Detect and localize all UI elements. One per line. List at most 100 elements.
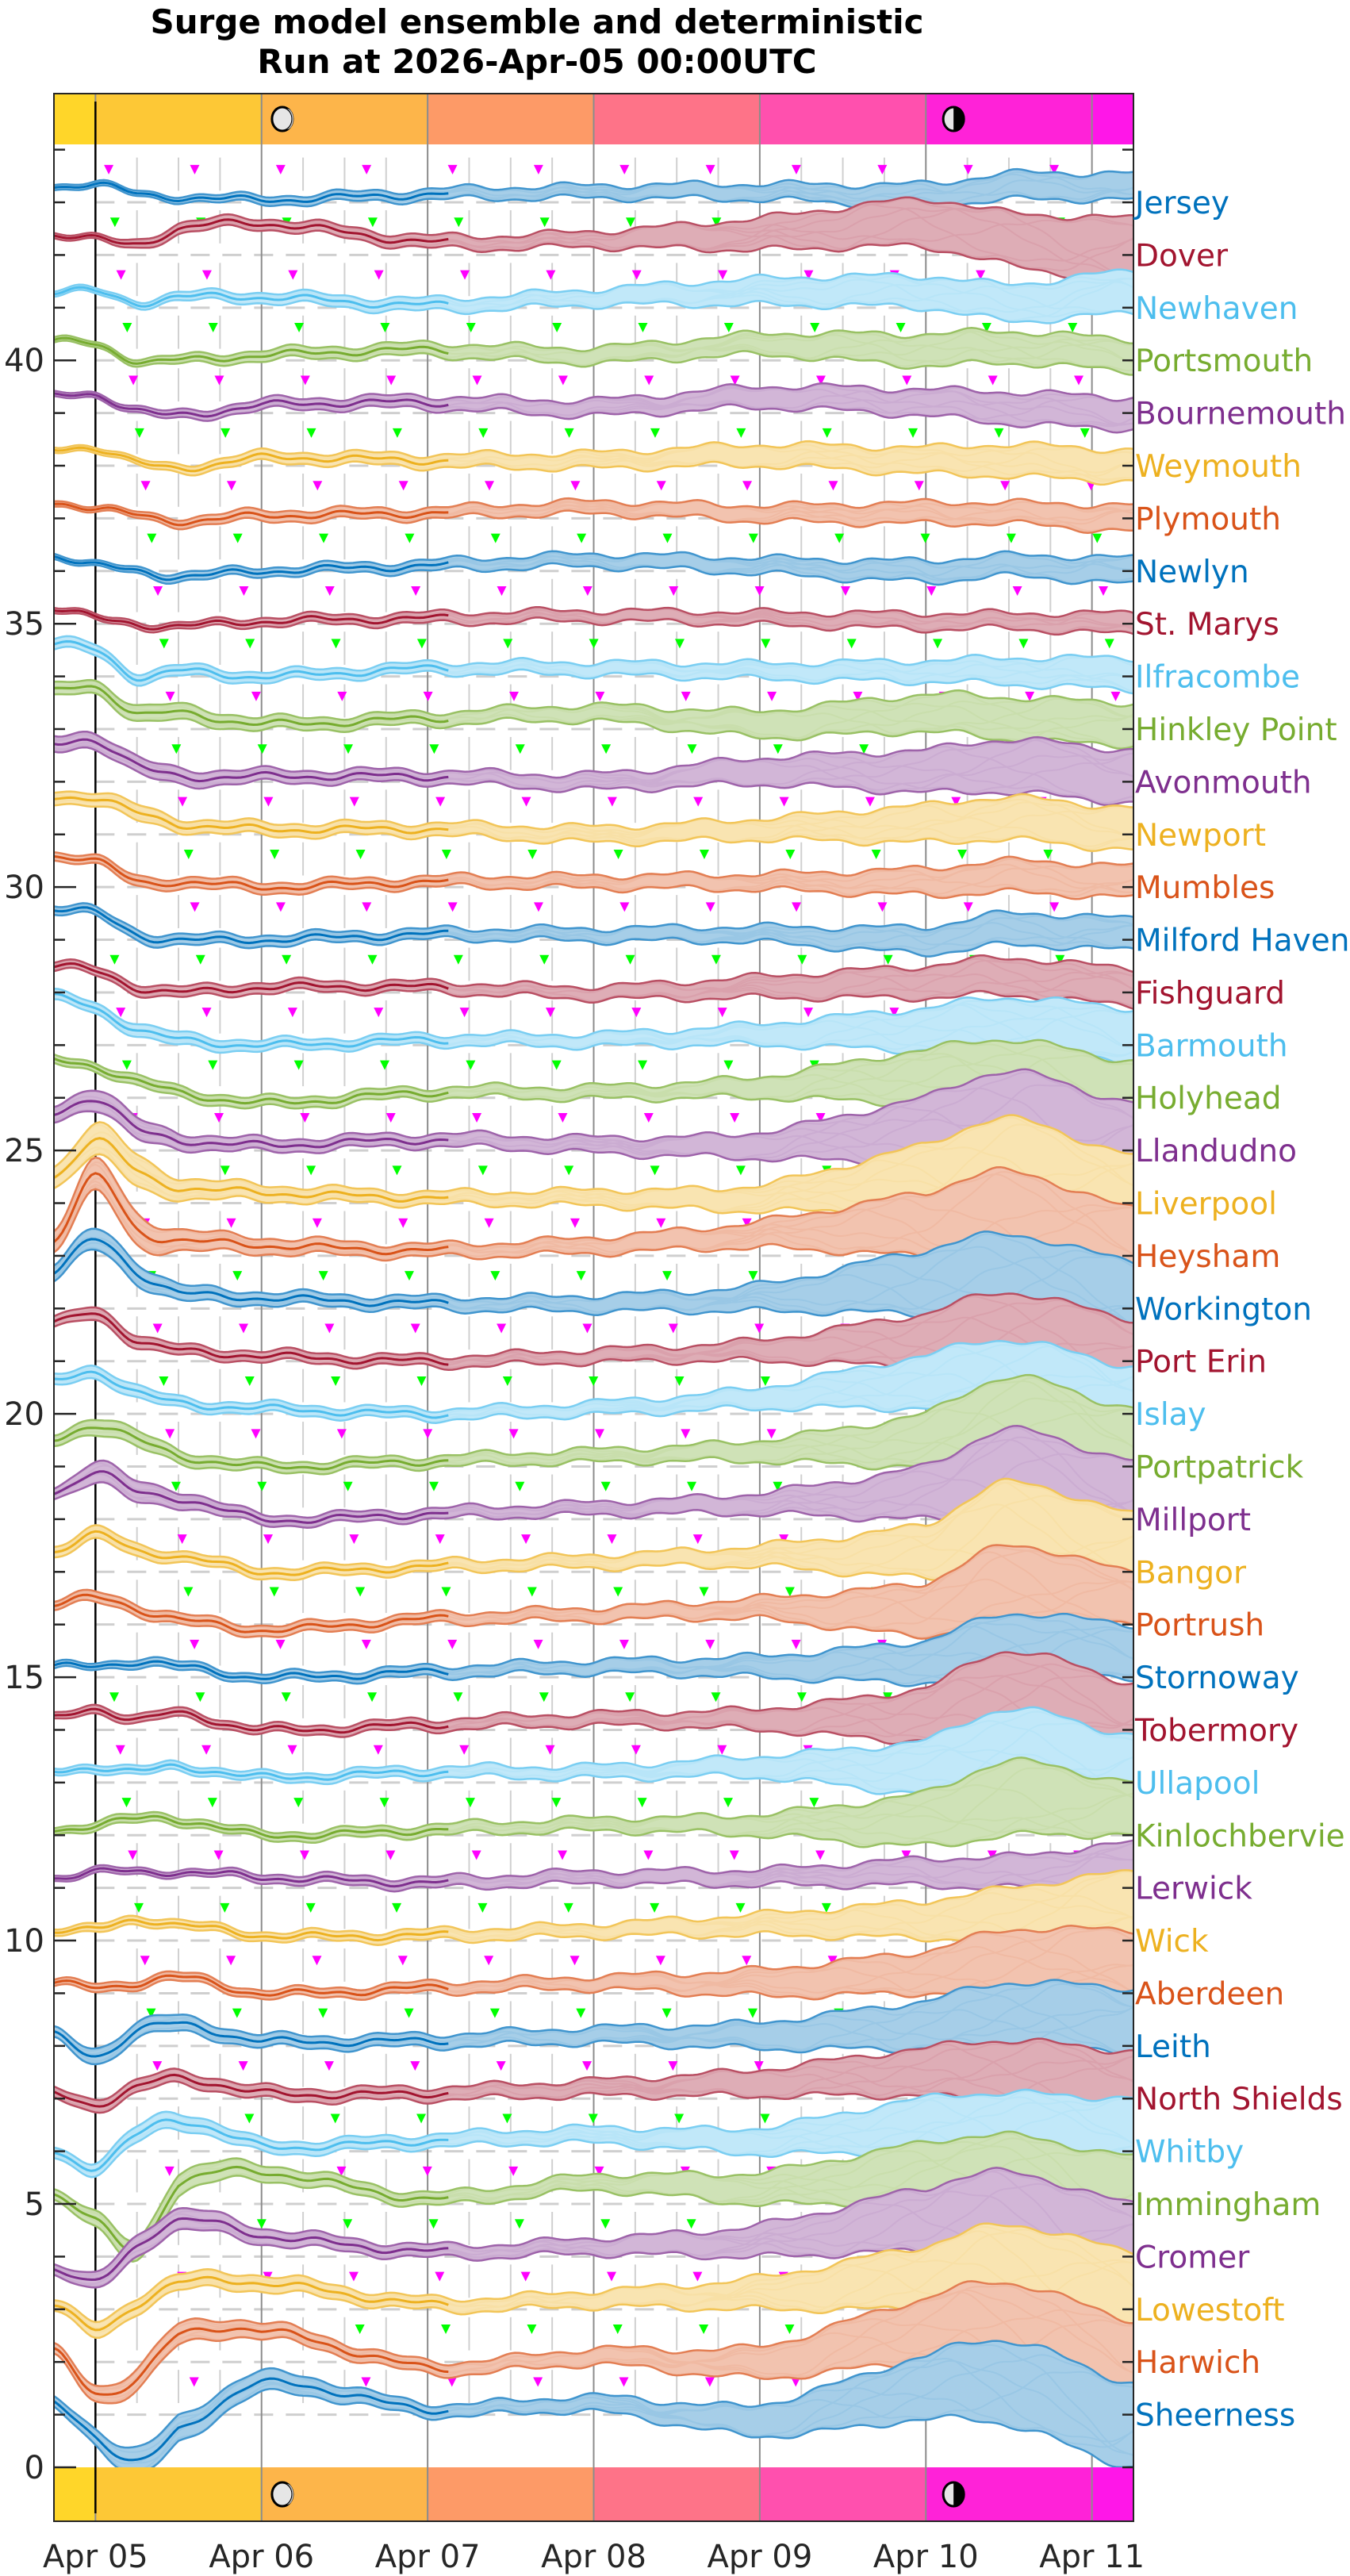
tide-marker-icon (521, 797, 531, 807)
tide-marker-icon (349, 1534, 359, 1545)
tide-marker-icon (104, 164, 114, 175)
station-series-lerwick (54, 1839, 1133, 1893)
tide-marker-icon (392, 428, 402, 438)
tide-marker-icon (435, 2271, 445, 2282)
deterministic-line (54, 218, 449, 245)
tide-marker-icon (723, 1060, 734, 1070)
tide-marker-icon (693, 797, 704, 807)
ensemble-member-line (54, 1481, 1133, 1577)
tide-marker-icon (735, 1902, 746, 1913)
tide-marker-icon (588, 2113, 598, 2124)
tide-marker-icon (600, 2219, 611, 2229)
ensemble-member-line (54, 958, 1133, 1003)
tide-marker-icon (374, 1008, 384, 1018)
tide-marker-icon (558, 375, 568, 386)
station-label: Wick (1135, 1924, 1209, 1960)
tide-marker-icon (447, 2377, 457, 2387)
tide-marker-icon (441, 1587, 451, 1597)
ensemble-upper-line (54, 2340, 1133, 2449)
tide-marker-icon (1068, 323, 1078, 333)
y-tick-label: 40 (4, 343, 44, 379)
tide-marker-icon (348, 2271, 359, 2282)
tide-marker-icon (514, 2219, 524, 2229)
deterministic-line (54, 2217, 449, 2282)
station-series-milford-haven (54, 902, 1133, 958)
tide-marker-icon (214, 1112, 224, 1123)
deterministic-line (54, 1100, 449, 1149)
deterministic-line (54, 446, 449, 473)
tide-marker-icon (896, 323, 906, 333)
station-label: Portpatrick (1135, 1450, 1304, 1486)
tide-marker-icon (159, 639, 169, 649)
tide-marker-icon (784, 2325, 795, 2335)
tide-marker-icon (478, 428, 489, 438)
station-label: Tobermory (1134, 1713, 1298, 1749)
ensemble-upper-line (54, 327, 1133, 362)
ensemble-upper-line (54, 2167, 1133, 2274)
tide-marker-icon (656, 1218, 666, 1228)
tide-marker-icon (699, 849, 709, 859)
tide-marker-icon (305, 1902, 316, 1913)
ensemble-lower-line (54, 394, 1133, 434)
tide-marker-icon (803, 1008, 814, 1018)
tide-marker-icon (343, 2219, 353, 2229)
tide-marker-icon (747, 2008, 757, 2018)
ensemble-lower-line (54, 2387, 1133, 2467)
tide-marker-icon (263, 797, 274, 807)
tide-marker-icon (551, 1060, 562, 1070)
tide-marker-icon (422, 2166, 432, 2176)
station-label: Avonmouth (1135, 765, 1312, 800)
moon-shadow (286, 2484, 293, 2505)
ensemble-lower-line (54, 224, 1133, 280)
tide-marker-icon (239, 1323, 249, 1334)
ensemble-lower-line (54, 645, 1133, 695)
tide-marker-icon (729, 1850, 739, 1860)
tide-marker-icon (331, 1376, 341, 1386)
station-label: Plymouth (1135, 501, 1281, 537)
tide-marker-icon (362, 902, 372, 912)
x-tick-label: Apr 11 (1039, 2539, 1145, 2575)
tide-marker-icon (367, 1692, 378, 1703)
ensemble-upper-line (54, 850, 1133, 885)
y-tick-label: 30 (4, 870, 44, 906)
deterministic-line (54, 555, 449, 582)
tide-marker-icon (742, 1218, 752, 1228)
ensemble-upper-line (54, 1114, 1133, 1196)
tide-marker-icon (981, 323, 991, 333)
tide-marker-icon (668, 2061, 678, 2071)
tide-marker-icon (331, 639, 341, 649)
tide-marker-icon (987, 1850, 997, 1860)
tide-marker-icon (600, 1481, 611, 1491)
tide-marker-icon (244, 2113, 255, 2124)
ensemble-upper-line (54, 2222, 1133, 2324)
station-label: Milford Haven (1135, 923, 1349, 959)
tide-marker-icon (293, 1060, 304, 1070)
tide-marker-icon (564, 428, 574, 438)
tide-marker-icon (380, 323, 390, 333)
tide-marker-icon (815, 375, 826, 386)
tide-marker-icon (386, 375, 397, 386)
tide-marker-icon (281, 1692, 291, 1703)
tide-marker-icon (1049, 902, 1060, 912)
ensemble-member-line (54, 1551, 1133, 1634)
tide-marker-icon (201, 270, 212, 280)
tide-marker-icon (299, 1850, 309, 1860)
ensemble-member-line (54, 1871, 1133, 1944)
deterministic-line (54, 1057, 449, 1105)
tide-marker-icon (785, 849, 796, 859)
deterministic-line (54, 639, 449, 682)
station-label: Fishguard (1135, 976, 1285, 1012)
deterministic-line (54, 1974, 449, 1997)
ensemble-upper-line (54, 2130, 1133, 2242)
tide-marker-icon (577, 533, 587, 543)
deterministic-line (54, 1814, 449, 1840)
station-series-aberdeen (54, 1925, 1133, 2002)
tide-marker-icon (429, 744, 439, 754)
tide-marker-icon (796, 1692, 807, 1703)
y-tick-label: 35 (4, 606, 44, 643)
tide-marker-icon (220, 1902, 230, 1913)
y-tick-label: 15 (4, 1660, 44, 1696)
tide-marker-icon (563, 1902, 573, 1913)
tide-marker-icon (503, 639, 513, 649)
tide-marker-icon (490, 533, 500, 543)
